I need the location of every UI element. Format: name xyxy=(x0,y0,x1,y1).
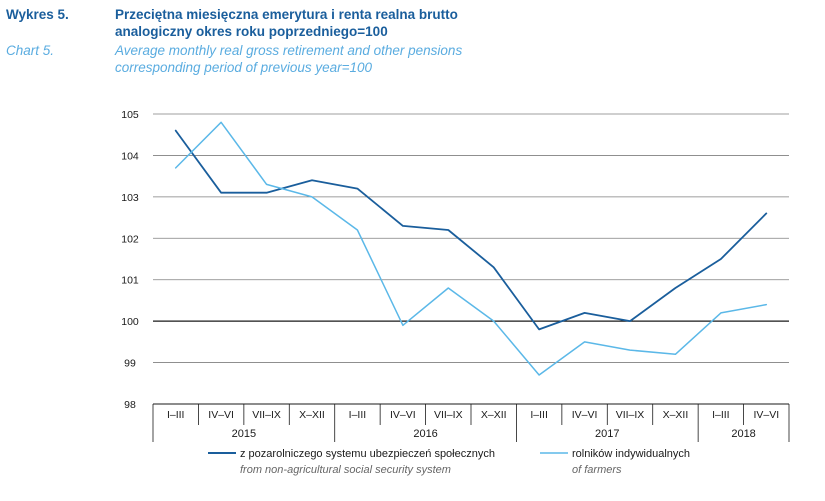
legend-label-nonagri-en: from non-agricultural social security sy… xyxy=(240,464,451,476)
legend-label-farmers-en: of farmers xyxy=(572,464,622,476)
year-label-2017: 2017 xyxy=(595,428,619,440)
chart-title-pl-line2: analogiczny okres roku poprzedniego=100 xyxy=(115,24,388,39)
x-tick-label: VII–IX xyxy=(616,409,645,421)
chart-title-pl-line1: Przeciętna miesięczna emerytura i renta … xyxy=(115,7,458,22)
x-axis: I–III IV–VI VII–IX X–XII I–III IV–VI VII–IX X–X… xyxy=(152,403,790,442)
x-tick-label: IV–VI xyxy=(572,409,598,421)
y-tick-label-102: 102 xyxy=(121,233,139,245)
y-tick-label-99: 99 xyxy=(124,358,136,370)
y-tick-label-103: 103 xyxy=(121,192,139,204)
legend: z pozarolniczego systemu ubezpieczeń spo… xyxy=(208,448,690,476)
chart-number-pl: Wykres 5. xyxy=(6,7,69,22)
y-axis: 98 99 100 101 102 103 104 105 xyxy=(121,109,139,411)
year-label-2016: 2016 xyxy=(413,428,437,440)
x-tick-label: IV–VI xyxy=(208,409,234,421)
legend-label-farmers: rolników indywidualnych xyxy=(572,448,690,460)
x-tick-label: X–XII xyxy=(299,409,325,421)
x-tick-label: I–III xyxy=(349,409,367,421)
chart-title-en-line2: corresponding period of previous year=10… xyxy=(115,60,373,75)
legend-label-nonagri: z pozarolniczego systemu ubezpieczeń spo… xyxy=(240,448,495,460)
chart-header: Wykres 5. Przeciętna miesięczna emerytur… xyxy=(0,0,825,90)
x-tick-label: I–III xyxy=(167,409,185,421)
y-tick-label-105: 105 xyxy=(121,109,139,121)
x-tick-label: VII–IX xyxy=(252,409,281,421)
x-tick-label: IV–VI xyxy=(753,409,779,421)
gridlines xyxy=(153,113,789,363)
y-tick-label-98: 98 xyxy=(124,399,136,411)
x-tick-label: X–XII xyxy=(481,409,507,421)
year-label-2015: 2015 xyxy=(232,428,256,440)
series-nonagri-line xyxy=(174,129,768,331)
x-tick-label: VII–IX xyxy=(434,409,463,421)
y-tick-label-100: 100 xyxy=(121,316,139,328)
x-tick-label: IV–VI xyxy=(390,409,416,421)
x-tick-label: X–XII xyxy=(663,409,689,421)
chart-number-en: Chart 5. xyxy=(6,43,55,58)
chart-title-en-line1: Average monthly real gross retirement an… xyxy=(115,43,463,58)
series-farmers-line xyxy=(174,121,768,376)
series-lines xyxy=(174,121,768,376)
x-tick-label: I–III xyxy=(712,409,730,421)
y-tick-label-101: 101 xyxy=(121,275,139,287)
x-tick-label: I–III xyxy=(530,409,548,421)
year-label-2018: 2018 xyxy=(731,428,755,440)
y-tick-label-104: 104 xyxy=(121,150,139,162)
